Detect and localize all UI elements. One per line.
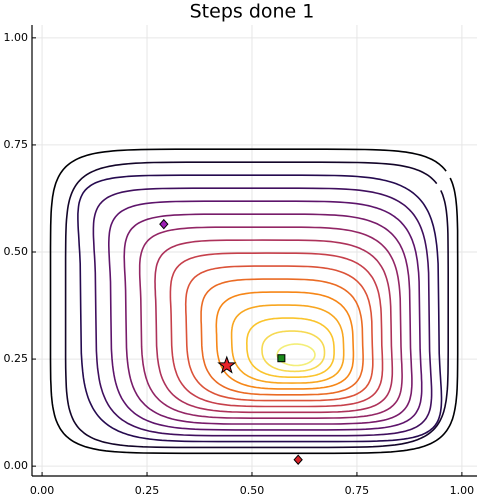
contour-line — [200, 278, 364, 396]
contour-line — [215, 291, 355, 390]
contour-line — [230, 304, 345, 384]
marker — [277, 354, 286, 363]
x-tick-label: 0.25 — [135, 484, 160, 497]
y-tick-label: 0.00 — [4, 459, 29, 472]
marker — [159, 218, 169, 230]
y-tick-label: 0.25 — [4, 352, 29, 365]
x-tick-label: 1.00 — [450, 484, 475, 497]
contour-line — [184, 265, 374, 402]
y-tick-label: 1.00 — [4, 31, 29, 44]
contour-line — [154, 239, 394, 414]
contour-line — [276, 343, 316, 367]
grid — [32, 25, 477, 476]
contour-line — [108, 200, 423, 431]
contour-line — [138, 226, 403, 419]
x-tick-label: 0.50 — [240, 484, 265, 497]
marker — [293, 454, 303, 465]
contour-line — [246, 317, 335, 378]
contour-line — [49, 148, 459, 455]
contour-line — [92, 187, 433, 437]
chart-title: Steps done 1 — [190, 1, 315, 23]
contour-line — [169, 252, 384, 408]
x-tick-label: 0.00 — [30, 484, 55, 497]
contour-line — [261, 330, 326, 373]
y-tick-label: 0.50 — [4, 245, 29, 258]
contour-line — [77, 174, 443, 443]
contours — [49, 148, 459, 455]
x-tick-label: 0.75 — [345, 484, 370, 497]
contour-line — [123, 213, 413, 425]
marker — [217, 355, 237, 374]
y-tick-label: 0.75 — [4, 138, 29, 151]
contour-line — [64, 161, 449, 449]
